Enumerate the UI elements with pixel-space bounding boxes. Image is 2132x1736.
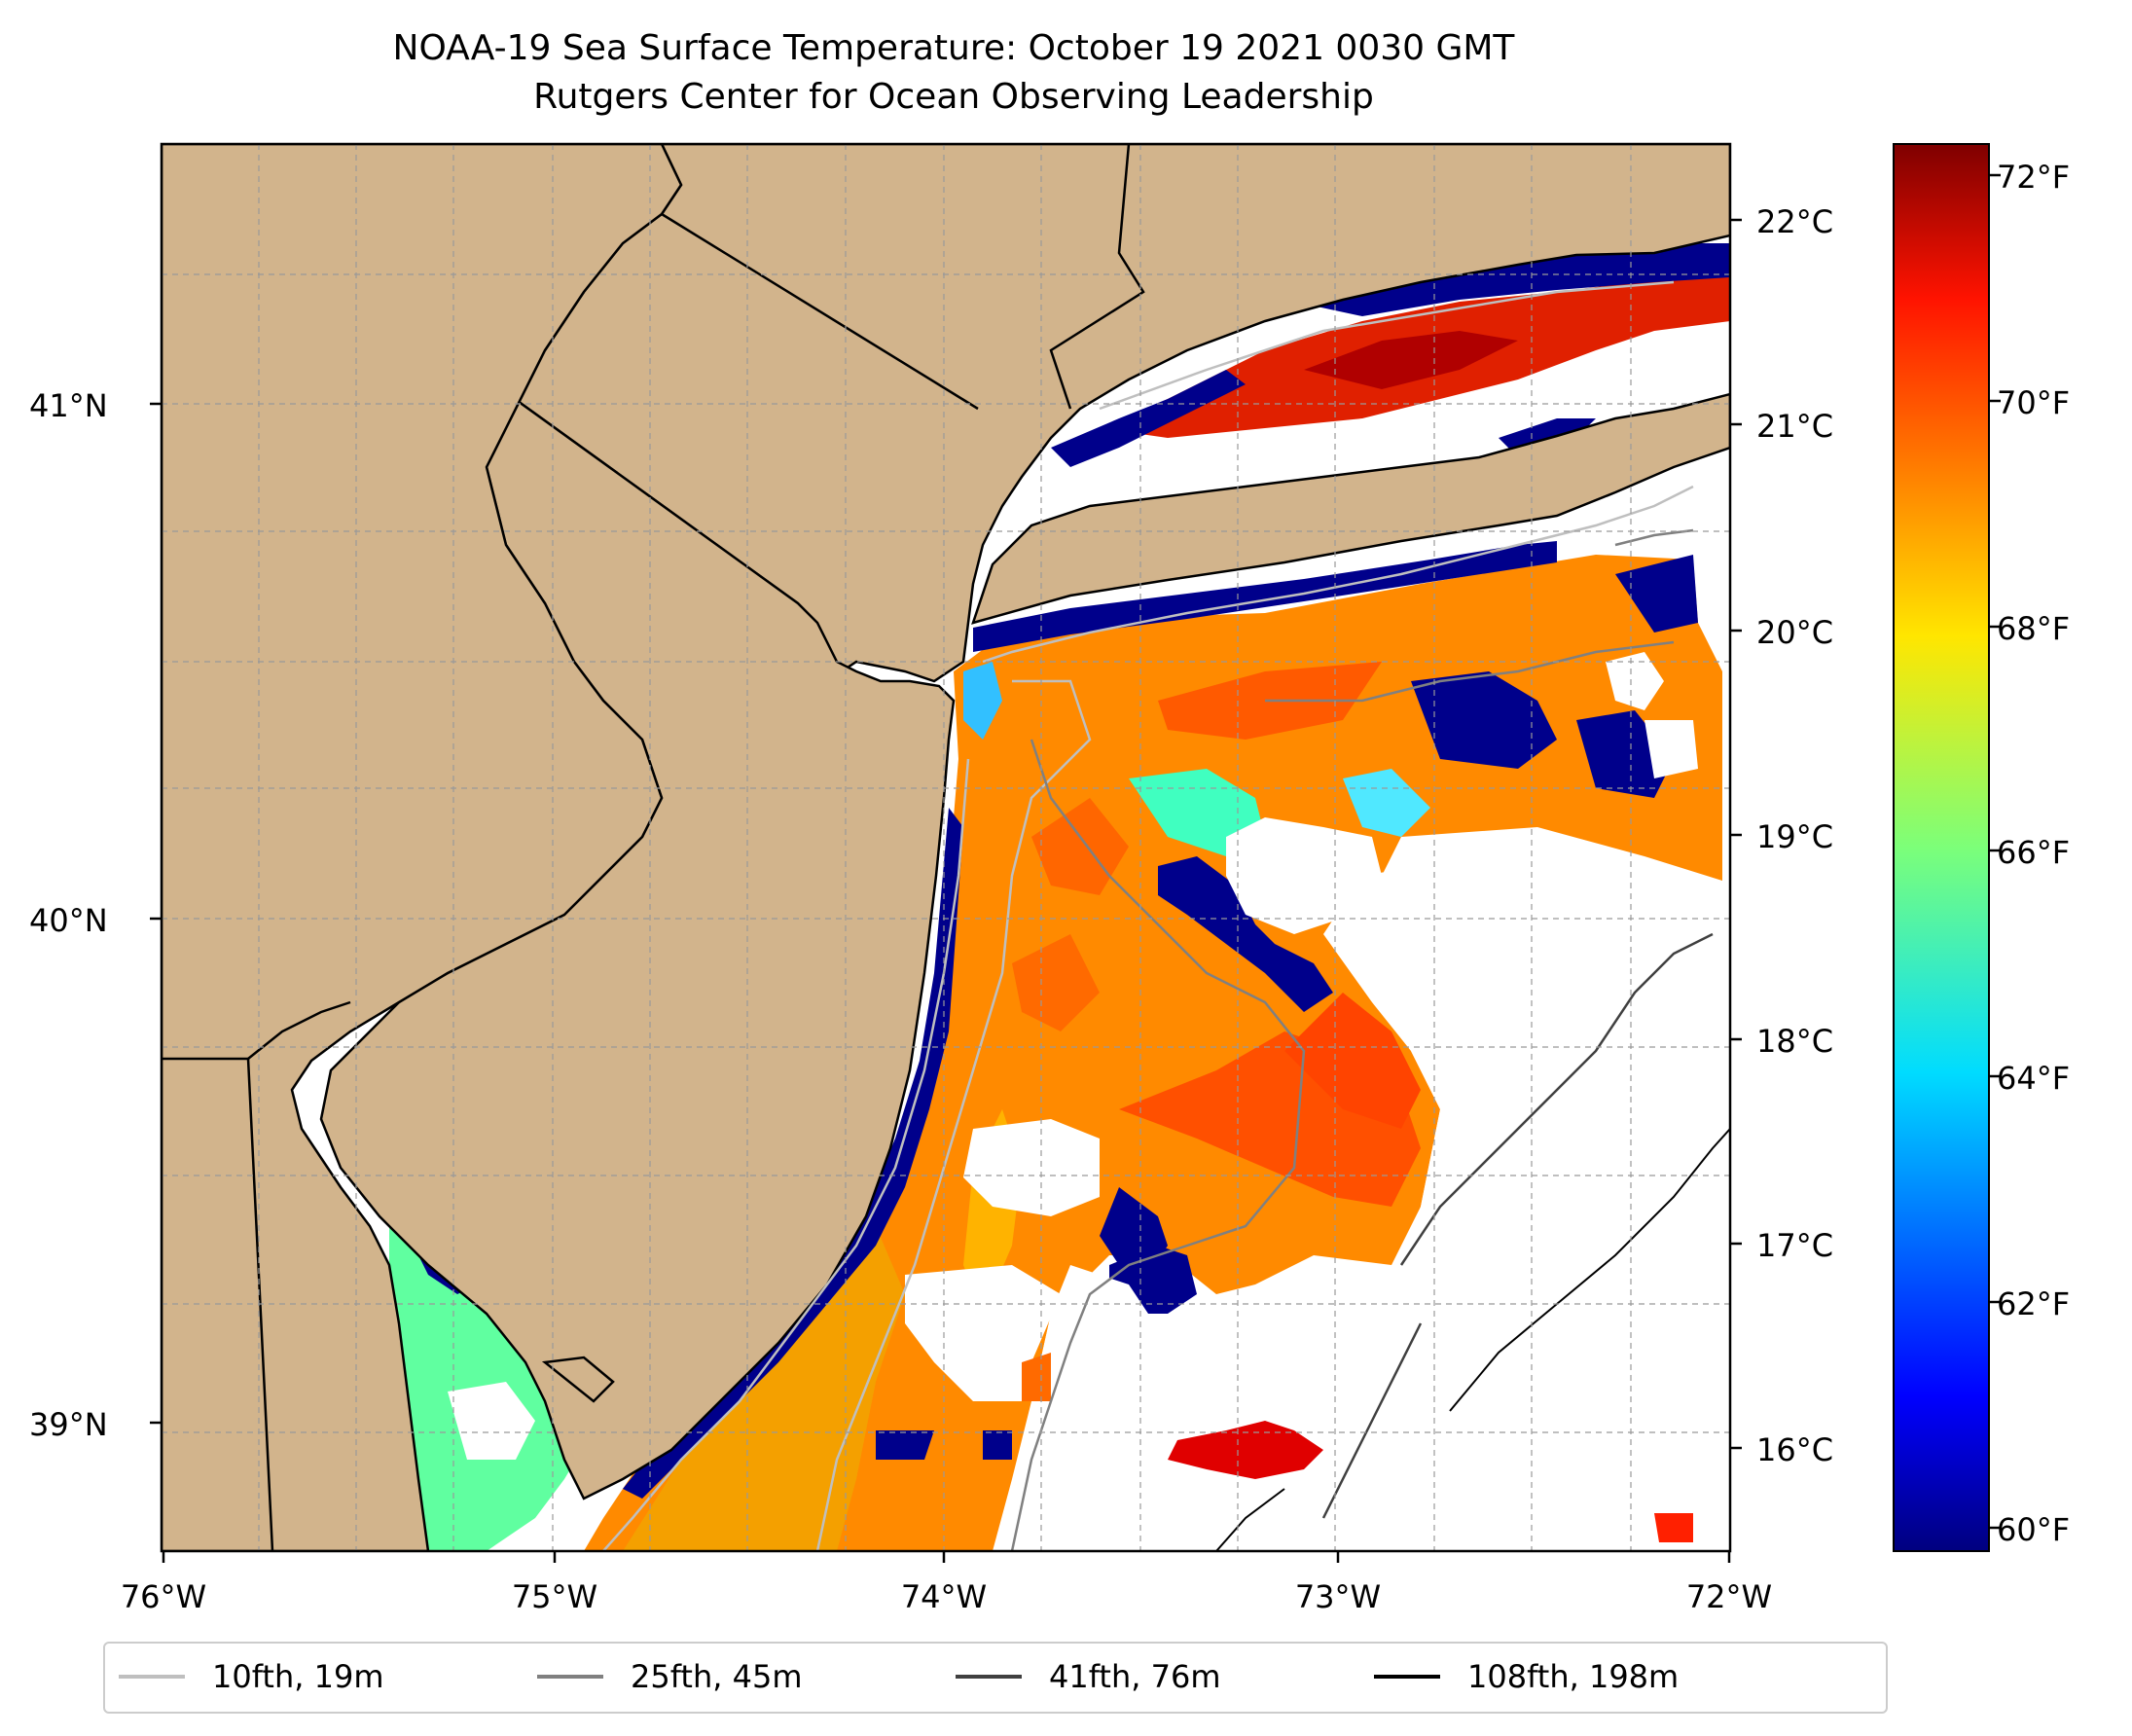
fahrenheit-tick-label: 72°F [1997, 159, 2071, 196]
celsius-tick-label: 21°C [1756, 408, 1834, 445]
fahrenheit-tick-label: 68°F [1997, 610, 2071, 647]
map-subtitle: Rutgers Center for Ocean Observing Leade… [533, 77, 1374, 117]
lon-tick-label: 74°W [900, 1578, 988, 1615]
colorbar [1893, 143, 1990, 1552]
map-tick-marks [150, 218, 1742, 1563]
fahrenheit-tick-label: 64°F [1997, 1060, 2071, 1097]
land-masses [162, 144, 1730, 1551]
fahrenheit-tick-label: 70°F [1997, 384, 2071, 421]
sst-nodata-cloud [1226, 817, 1382, 934]
legend-entry-25fth: 25fth, 45m [537, 1655, 802, 1698]
land-long-island [971, 392, 1730, 625]
lat-tick-label: 39°N [29, 1406, 108, 1443]
legend-label: 41fth, 76m [1049, 1658, 1221, 1695]
map-frame [160, 142, 1732, 1553]
lon-tick-label: 75°W [511, 1578, 598, 1615]
map-area [162, 144, 1730, 1551]
lon-tick-label: 72°W [1685, 1578, 1773, 1615]
state-borders [162, 144, 1145, 1551]
isobath-lines [602, 280, 1730, 1551]
celsius-tick-label: 22°C [1756, 203, 1834, 240]
legend-label: 10fth, 19m [212, 1658, 384, 1695]
legend-line-swatch [956, 1675, 1022, 1679]
land-delaware-pennsylvania [162, 144, 683, 1551]
celsius-tick-label: 18°C [1756, 1023, 1834, 1060]
lon-tick-label: 73°W [1294, 1578, 1382, 1615]
map-title: NOAA-19 Sea Surface Temperature: October… [392, 28, 1515, 68]
legend-entry-108fth: 108fth, 198m [1374, 1655, 1679, 1698]
legend-line-swatch [537, 1675, 603, 1679]
fahrenheit-tick-label: 60°F [1997, 1511, 2071, 1548]
legend-line-swatch [119, 1675, 185, 1679]
celsius-tick-label: 16°C [1756, 1431, 1834, 1468]
lat-tick-label: 41°N [29, 387, 108, 424]
celsius-tick-label: 17°C [1756, 1227, 1834, 1264]
lat-tick-label: 40°N [29, 902, 108, 939]
legend-label: 108fth, 198m [1467, 1658, 1680, 1695]
legend-entry-41fth: 41fth, 76m [956, 1655, 1220, 1698]
sst-coastal-cold [973, 541, 1557, 652]
legend-label: 25fth, 45m [631, 1658, 803, 1695]
land-cape-may-tip [541, 1356, 615, 1403]
fahrenheit-tick-label: 62°F [1997, 1285, 2071, 1322]
colorbar-ticks [1989, 173, 2001, 1530]
isobath-legend: 10fth, 19m 25fth, 45m 41fth, 76m 108fth,… [103, 1642, 1888, 1714]
celsius-tick-label: 20°C [1756, 614, 1834, 651]
legend-line-swatch [1374, 1675, 1440, 1679]
map-gridlines [162, 144, 1730, 1551]
fahrenheit-tick-label: 66°F [1997, 834, 2071, 871]
celsius-tick-label: 19°C [1756, 818, 1834, 855]
legend-entry-10fth: 10fth, 19m [119, 1655, 383, 1698]
lon-tick-label: 76°W [120, 1578, 207, 1615]
